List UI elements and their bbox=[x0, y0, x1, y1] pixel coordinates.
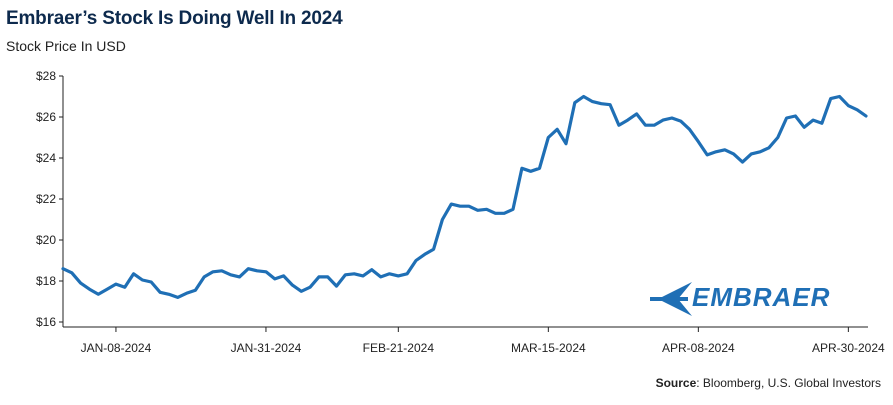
y-tick-label: $22 bbox=[36, 192, 56, 206]
x-tick-label: APR-08-2024 bbox=[662, 341, 735, 355]
y-tick-label: $28 bbox=[36, 69, 56, 83]
y-axis: $16 $18 $20 $22 $24 $26 $28 bbox=[36, 69, 63, 329]
x-tick-label: MAR-15-2024 bbox=[511, 341, 586, 355]
series-line-stock-price bbox=[61, 94, 868, 299]
embraer-logo-icon bbox=[650, 282, 692, 316]
chart-title: Embraer’s Stock Is Doing Well In 2024 bbox=[6, 8, 343, 29]
source-label: Source bbox=[655, 376, 697, 390]
y-tick-label: $24 bbox=[36, 151, 56, 165]
y-tick-label: $18 bbox=[36, 274, 56, 288]
logo-wordmark: EMBRAER bbox=[692, 282, 831, 312]
x-tick-label: JAN-31-2024 bbox=[231, 341, 302, 355]
y-tick-label: $16 bbox=[36, 315, 56, 329]
x-tick-label: JAN-08-2024 bbox=[81, 341, 152, 355]
x-tick-label: FEB-21-2024 bbox=[363, 341, 435, 355]
source-note: Source: Bloomberg, U.S. Global Investors bbox=[656, 376, 881, 390]
x-axis: JAN-08-2024 JAN-31-2024 FEB-21-2024 MAR-15-… bbox=[81, 327, 885, 355]
x-tick-label: APR-30-2024 bbox=[812, 341, 885, 355]
chart-subtitle: Stock Price In USD bbox=[6, 38, 126, 54]
y-tick-label: $26 bbox=[36, 110, 56, 124]
y-tick-label: $20 bbox=[36, 233, 56, 247]
embraer-logo: EMBRAER bbox=[648, 278, 868, 320]
source-text: : Bloomberg, U.S. Global Investors bbox=[696, 376, 881, 390]
